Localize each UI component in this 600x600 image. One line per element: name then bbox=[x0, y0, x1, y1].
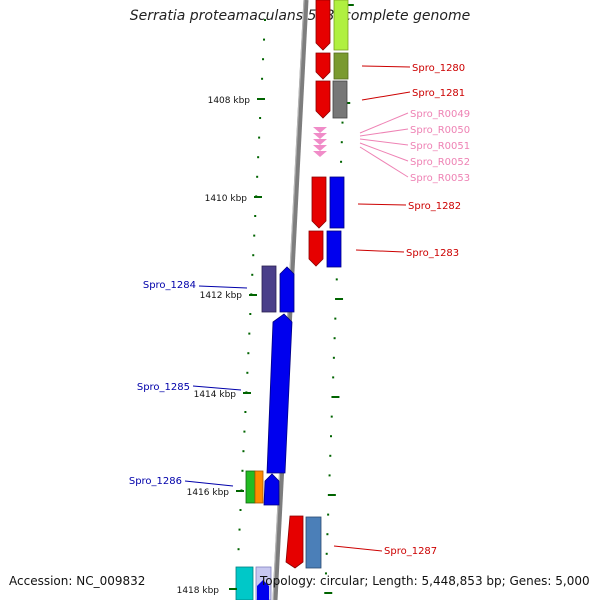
gene-label-spro-1284[interactable]: Spro_1284 bbox=[143, 280, 196, 291]
gene-segment[interactable] bbox=[245, 470, 256, 504]
accession-text: Accession: NC_009832 bbox=[9, 574, 146, 588]
gene-segment[interactable] bbox=[305, 516, 322, 569]
kbp-scale: 1408 kbp 1410 kbp 1412 kbp 1414 kbp 1416… bbox=[177, 96, 265, 596]
gene-segment[interactable] bbox=[332, 80, 348, 119]
leader-line bbox=[192, 385, 242, 391]
gene-label-spro-1286[interactable]: Spro_1286 bbox=[129, 476, 182, 487]
gene-segment[interactable] bbox=[326, 230, 342, 268]
leader-line bbox=[359, 112, 409, 134]
genes-forward-strand bbox=[235, 265, 295, 600]
gene-segment[interactable] bbox=[329, 176, 345, 229]
kbp-label: 1408 kbp bbox=[208, 96, 251, 106]
gene-labels: Spro_1280 Spro_1281 Spro_R0049 Spro_R005… bbox=[129, 63, 470, 557]
gene-label-spro-1280[interactable]: Spro_1280 bbox=[412, 63, 465, 74]
kbp-label: 1414 kbp bbox=[194, 390, 237, 400]
genes-reverse-strand bbox=[285, 0, 349, 569]
gene-spro-r0050[interactable] bbox=[313, 133, 327, 139]
leader-line bbox=[355, 249, 405, 253]
leader-line bbox=[361, 65, 411, 68]
gene-label-spro-1283[interactable]: Spro_1283 bbox=[406, 248, 459, 259]
leader-line bbox=[333, 545, 383, 552]
gene-spro-1283[interactable] bbox=[308, 230, 324, 267]
gene-label-spro-r0050[interactable]: Spro_R0050 bbox=[410, 125, 470, 136]
leader-line bbox=[198, 285, 248, 289]
leader-line bbox=[357, 203, 407, 206]
kbp-label: 1418 kbp bbox=[177, 586, 220, 596]
gene-spro-1282[interactable] bbox=[311, 176, 327, 229]
gene-segment[interactable] bbox=[257, 580, 269, 600]
gene-label-spro-r0052[interactable]: Spro_R0052 bbox=[410, 157, 470, 168]
gene-spro-1279[interactable] bbox=[315, 0, 331, 51]
gene-segment[interactable] bbox=[333, 52, 349, 80]
tick-marks bbox=[235, 4, 354, 594]
gene-segment[interactable] bbox=[254, 470, 264, 504]
gene-spro-r0053[interactable] bbox=[313, 151, 327, 157]
gene-label-spro-1287[interactable]: Spro_1287 bbox=[384, 546, 437, 557]
leader-line bbox=[361, 91, 411, 101]
gene-segment[interactable] bbox=[235, 566, 254, 600]
gene-spro-1284[interactable] bbox=[279, 266, 295, 313]
leader-line bbox=[359, 128, 409, 137]
label-leader-lines bbox=[184, 65, 411, 552]
gene-spro-1286[interactable] bbox=[263, 473, 280, 506]
topology-text: Topology: circular; Length: 5,448,853 bp… bbox=[260, 574, 590, 588]
leader-line bbox=[359, 142, 409, 162]
leader-line bbox=[184, 480, 234, 487]
gene-spro-r0052[interactable] bbox=[313, 145, 327, 151]
gene-spro-1284-block[interactable] bbox=[261, 265, 277, 313]
gene-label-spro-1285[interactable]: Spro_1285 bbox=[137, 382, 190, 393]
gene-spro-r0049[interactable] bbox=[313, 127, 327, 133]
kbp-label: 1410 kbp bbox=[205, 194, 248, 204]
gene-label-spro-r0053[interactable]: Spro_R0053 bbox=[410, 173, 470, 184]
gene-label-spro-r0051[interactable]: Spro_R0051 bbox=[410, 141, 470, 152]
gene-spro-r0051[interactable] bbox=[313, 139, 327, 145]
kbp-label: 1412 kbp bbox=[200, 291, 243, 301]
gene-label-spro-r0049[interactable]: Spro_R0049 bbox=[410, 109, 470, 120]
gene-spro-1285[interactable] bbox=[266, 313, 293, 474]
gene-spro-1280[interactable] bbox=[315, 52, 331, 80]
gene-spro-1287[interactable] bbox=[285, 515, 304, 569]
gene-label-spro-1282[interactable]: Spro_1282 bbox=[408, 201, 461, 212]
gene-label-spro-1281[interactable]: Spro_1281 bbox=[412, 88, 465, 99]
leader-line bbox=[359, 146, 409, 178]
page-title: Serratia proteamaculans 568, complete ge… bbox=[129, 8, 471, 24]
kbp-label: 1416 kbp bbox=[187, 488, 230, 498]
gene-spro-1281[interactable] bbox=[315, 80, 331, 119]
leader-line bbox=[359, 138, 409, 146]
gene-segment[interactable] bbox=[333, 0, 349, 51]
